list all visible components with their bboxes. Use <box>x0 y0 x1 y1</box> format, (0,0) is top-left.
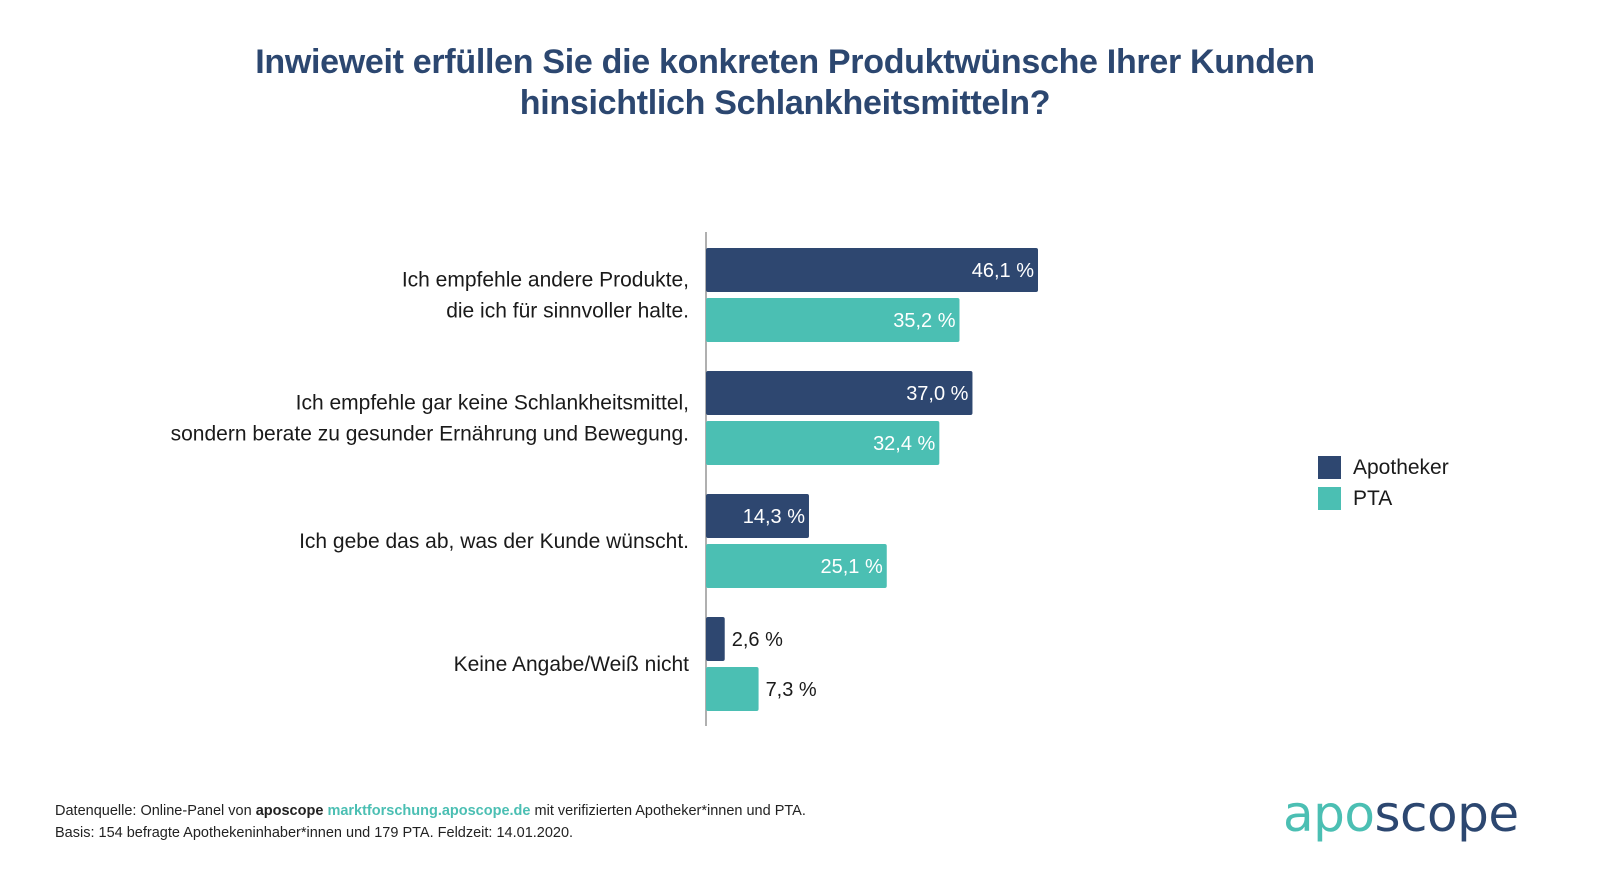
legend-swatch-apotheker <box>1318 456 1341 479</box>
logo-part-scope: scope <box>1374 785 1519 843</box>
title-line-1: Inwieweit erfüllen Sie die konkreten Pro… <box>255 43 1315 81</box>
data-label: 32,4 % <box>873 433 935 455</box>
basis-line: Basis: 154 befragte Apothekeninhaber*inn… <box>55 825 574 841</box>
category-label: Ich empfehle gar keine Schlankheitsmitte… <box>296 392 689 415</box>
category-label: Ich gebe das ab, was der Kunde wünscht. <box>299 530 689 553</box>
category-label: Ich empfehle andere Produkte, <box>402 269 689 292</box>
category-label: sondern berate zu gesunder Ernährung und… <box>171 423 689 446</box>
data-label: 2,6 % <box>732 629 783 651</box>
category-label: die ich für sinnvoller halte. <box>446 300 689 323</box>
data-label: 37,0 % <box>906 383 968 405</box>
logo-part-apo: apo <box>1283 785 1375 843</box>
legend-item-apotheker: Apotheker <box>1318 452 1449 483</box>
chart-title: Inwieweit erfüllen Sie die konkreten Pro… <box>0 42 1570 124</box>
legend-label: Apotheker <box>1353 455 1449 479</box>
bar-apotheker-1 <box>706 371 973 415</box>
legend-item-pta: PTA <box>1318 483 1449 514</box>
source-link[interactable]: marktforschung.aposcope.de <box>327 803 531 819</box>
data-label: 25,1 % <box>820 556 882 578</box>
bar-pta-1 <box>706 421 940 465</box>
category-label: Keine Angabe/Weiß nicht <box>454 653 690 676</box>
source-suffix: mit verifizierten Apotheker*innen und PT… <box>530 803 806 819</box>
bar-pta-2 <box>706 544 887 588</box>
data-label: 35,2 % <box>893 310 955 332</box>
title-line-2: hinsichtlich Schlankheitsmitteln? <box>519 84 1051 122</box>
bar-pta-0 <box>706 298 960 342</box>
source-prefix: Datenquelle: Online-Panel von <box>55 803 256 819</box>
bar-apotheker-2 <box>706 494 809 538</box>
bar-apotheker-0 <box>706 248 1038 292</box>
legend-label: PTA <box>1353 486 1393 510</box>
data-label: 7,3 % <box>766 679 817 701</box>
legend-swatch-pta <box>1318 487 1341 510</box>
source-line: Datenquelle: Online-Panel von aposcope m… <box>55 800 806 822</box>
aposcope-logo: aposcope <box>1283 785 1519 843</box>
source-brand: aposcope <box>255 803 324 819</box>
data-label: 46,1 % <box>972 260 1034 282</box>
bar-pta-3 <box>706 667 759 711</box>
data-label: 14,3 % <box>743 506 805 528</box>
bar-apotheker-3 <box>706 617 725 661</box>
legend: Apotheker PTA <box>1318 452 1449 514</box>
footer-source: Datenquelle: Online-Panel von aposcope m… <box>55 800 806 844</box>
